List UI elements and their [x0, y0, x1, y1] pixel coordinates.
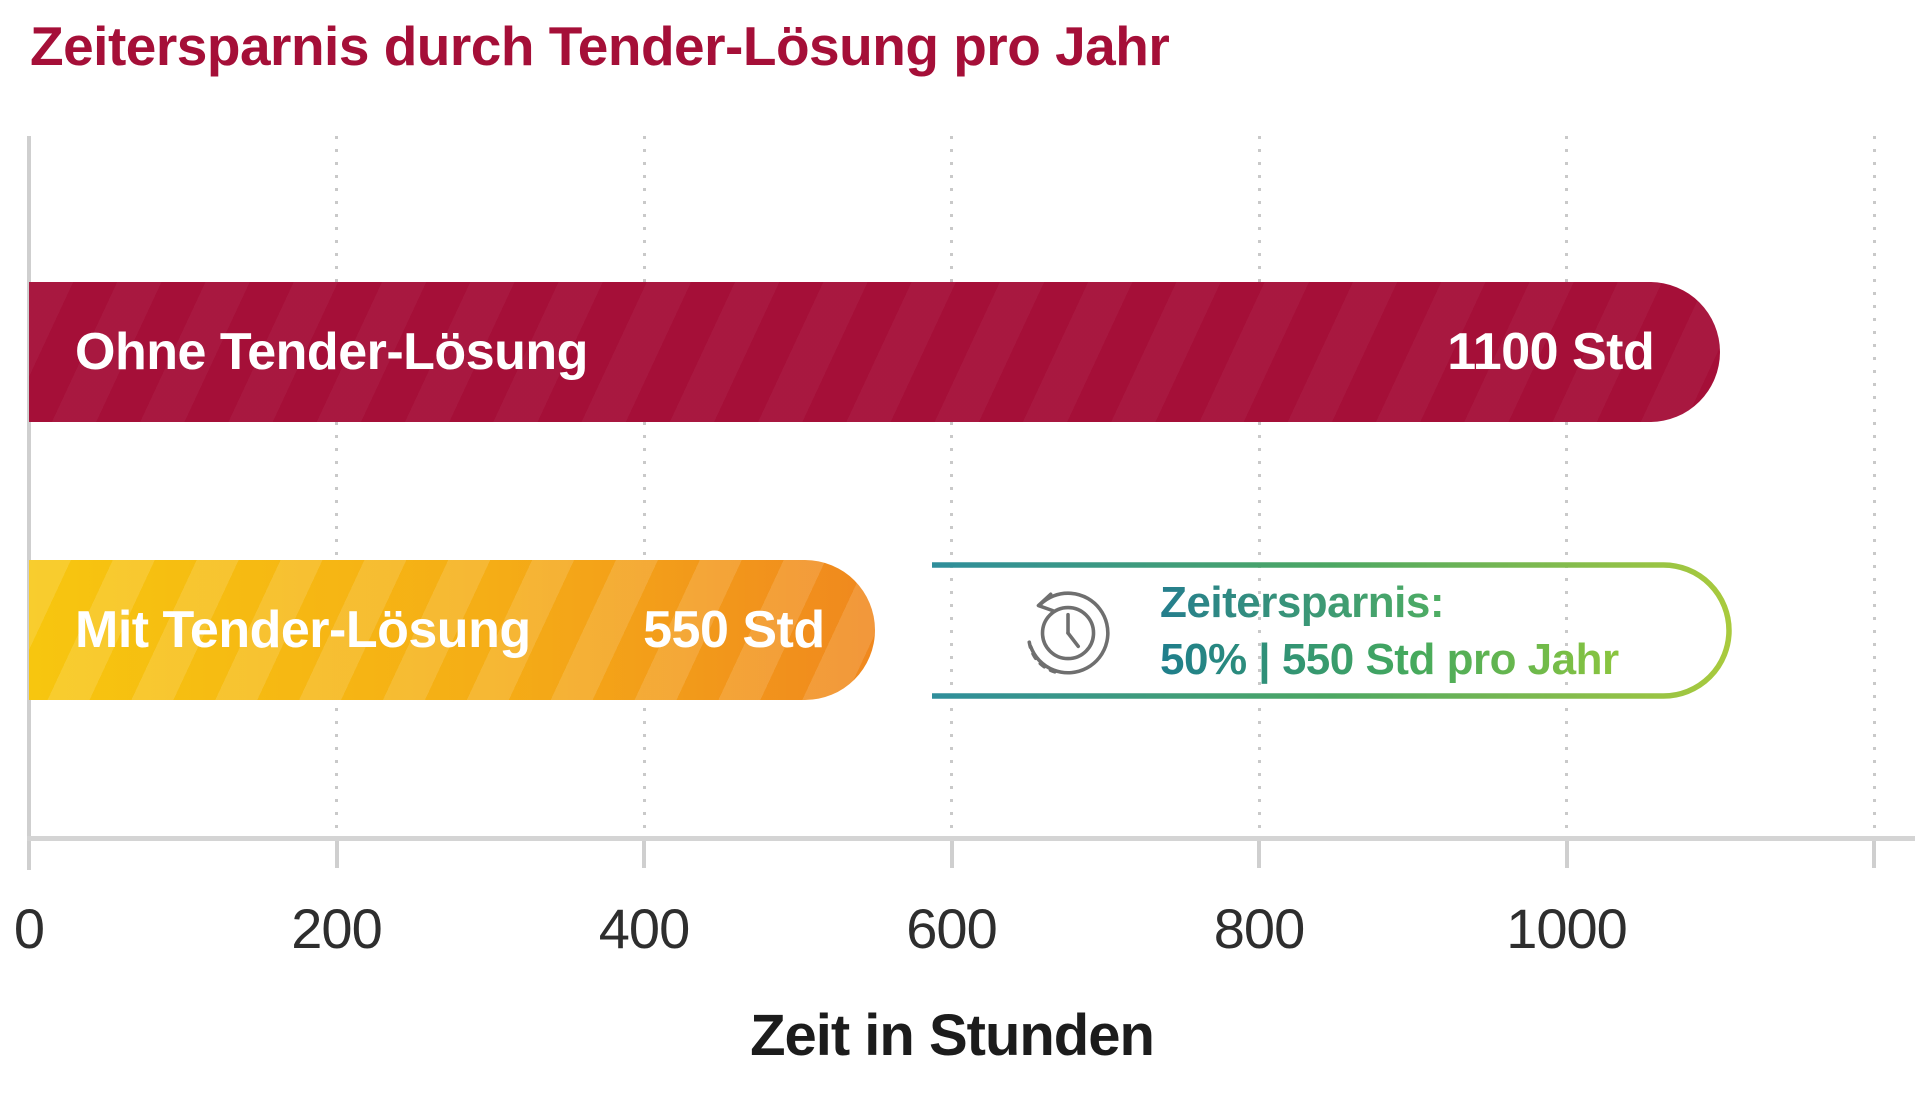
x-tick-label-1000: 1000	[1506, 897, 1628, 960]
badge-gradient-border	[932, 562, 1732, 699]
gridline-800	[1257, 136, 1261, 836]
x-tick-label-0: 0	[13, 897, 45, 960]
badge-title: Zeitersparnis:	[1160, 574, 1444, 631]
zeitersparnis-badge: Zeitersparnis: 50% | 550 Std pro Jahr	[932, 562, 1732, 699]
x-axis-title: Zeit in Stunden	[750, 1003, 1155, 1068]
x-tick-800	[1257, 841, 1261, 868]
bar-ohne-tender-loesung: Ohne Tender-Lösung 1100 Std	[29, 282, 1721, 422]
chart-title: Zeitersparnis durch Tender-Lösung pro Ja…	[30, 15, 1170, 77]
badge-text: Zeitersparnis: 50% | 550 Std pro Jahr	[1160, 574, 1619, 688]
x-tick-400	[642, 841, 646, 868]
gridline-200	[335, 136, 338, 836]
badge-value: 50% | 550 Std pro Jahr	[1160, 631, 1619, 688]
gridline-1200	[1872, 136, 1876, 836]
bar-value-label: 1100 Std	[1447, 323, 1655, 381]
x-tick-label-400: 400	[598, 897, 690, 960]
x-tick-label-600: 600	[906, 897, 997, 960]
gridline-400	[642, 136, 646, 836]
gridline-1000	[1565, 136, 1568, 836]
x-axis-line	[27, 836, 1915, 841]
y-axis-line	[27, 136, 31, 870]
x-tick-600	[949, 841, 954, 868]
bar-category-label: Ohne Tender-Lösung	[75, 323, 588, 381]
history-clock-icon	[1027, 591, 1110, 675]
x-tick-label-200: 200	[291, 897, 382, 960]
gridline-600	[950, 136, 953, 836]
x-tick-label-800: 800	[1213, 897, 1305, 960]
x-tick-200	[334, 841, 339, 868]
bar-category-label: Mit Tender-Lösung	[75, 601, 531, 659]
x-tick-1200	[1872, 841, 1876, 868]
x-tick-0	[27, 841, 31, 868]
bar-mit-tender-loesung: Mit Tender-Lösung 550 Std	[29, 560, 875, 700]
bar-value-label: 550 Std	[643, 601, 825, 659]
x-tick-1000	[1564, 841, 1569, 868]
